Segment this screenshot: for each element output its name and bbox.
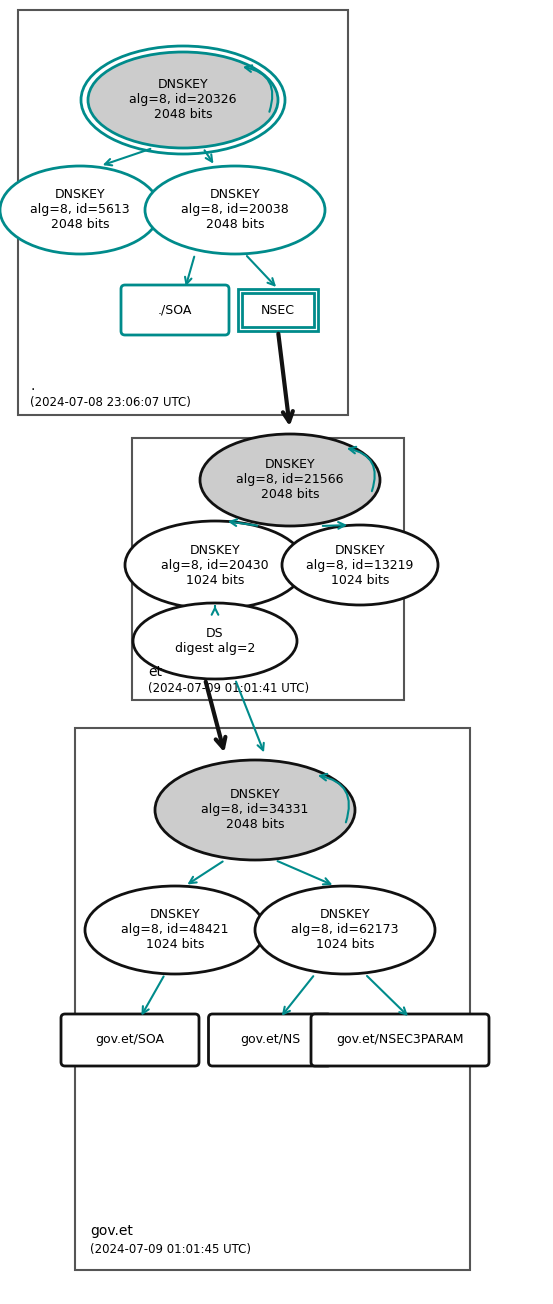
Text: (2024-07-08 23:06:07 UTC): (2024-07-08 23:06:07 UTC) bbox=[30, 396, 191, 409]
Ellipse shape bbox=[282, 526, 438, 605]
Ellipse shape bbox=[88, 52, 278, 147]
Text: DNSKEY
alg=8, id=48421
1024 bits: DNSKEY alg=8, id=48421 1024 bits bbox=[121, 909, 229, 952]
Ellipse shape bbox=[133, 602, 297, 679]
FancyBboxPatch shape bbox=[208, 1015, 331, 1065]
Text: (2024-07-09 01:01:41 UTC): (2024-07-09 01:01:41 UTC) bbox=[148, 682, 309, 695]
FancyBboxPatch shape bbox=[121, 286, 229, 335]
Text: gov.et/SOA: gov.et/SOA bbox=[96, 1034, 164, 1047]
Bar bbox=[132, 438, 404, 700]
Text: DNSKEY
alg=8, id=62173
1024 bits: DNSKEY alg=8, id=62173 1024 bits bbox=[291, 909, 399, 952]
Bar bbox=[18, 10, 348, 415]
Text: DNSKEY
alg=8, id=20430
1024 bits: DNSKEY alg=8, id=20430 1024 bits bbox=[161, 544, 269, 587]
Text: DNSKEY
alg=8, id=20038
2048 bits: DNSKEY alg=8, id=20038 2048 bits bbox=[181, 189, 289, 232]
Bar bbox=[242, 293, 314, 327]
Text: NSEC: NSEC bbox=[261, 304, 295, 317]
FancyArrowPatch shape bbox=[320, 773, 349, 823]
Text: .: . bbox=[30, 379, 34, 393]
Text: DNSKEY
alg=8, id=13219
1024 bits: DNSKEY alg=8, id=13219 1024 bits bbox=[306, 544, 414, 587]
Ellipse shape bbox=[125, 522, 305, 609]
FancyArrowPatch shape bbox=[349, 447, 375, 492]
Text: gov.et: gov.et bbox=[90, 1224, 133, 1237]
Ellipse shape bbox=[85, 885, 265, 974]
Text: DNSKEY
alg=8, id=21566
2048 bits: DNSKEY alg=8, id=21566 2048 bits bbox=[236, 459, 344, 502]
Ellipse shape bbox=[145, 166, 325, 254]
Bar bbox=[75, 728, 470, 1270]
FancyBboxPatch shape bbox=[311, 1015, 489, 1065]
Text: (2024-07-09 01:01:45 UTC): (2024-07-09 01:01:45 UTC) bbox=[90, 1243, 251, 1256]
Text: DNSKEY
alg=8, id=5613
2048 bits: DNSKEY alg=8, id=5613 2048 bits bbox=[30, 189, 130, 232]
Text: et: et bbox=[148, 665, 162, 679]
Ellipse shape bbox=[255, 885, 435, 974]
Text: DS
digest alg=2: DS digest alg=2 bbox=[175, 627, 255, 655]
Ellipse shape bbox=[0, 166, 160, 254]
Bar bbox=[238, 289, 318, 331]
FancyBboxPatch shape bbox=[61, 1015, 199, 1065]
Ellipse shape bbox=[200, 434, 380, 526]
Text: DNSKEY
alg=8, id=34331
2048 bits: DNSKEY alg=8, id=34331 2048 bits bbox=[201, 789, 309, 832]
Text: ./SOA: ./SOA bbox=[158, 304, 192, 317]
FancyArrowPatch shape bbox=[245, 65, 272, 112]
Ellipse shape bbox=[155, 760, 355, 861]
Text: DNSKEY
alg=8, id=20326
2048 bits: DNSKEY alg=8, id=20326 2048 bits bbox=[129, 78, 237, 121]
Text: gov.et/NSEC3PARAM: gov.et/NSEC3PARAM bbox=[336, 1034, 464, 1047]
Text: gov.et/NS: gov.et/NS bbox=[240, 1034, 300, 1047]
